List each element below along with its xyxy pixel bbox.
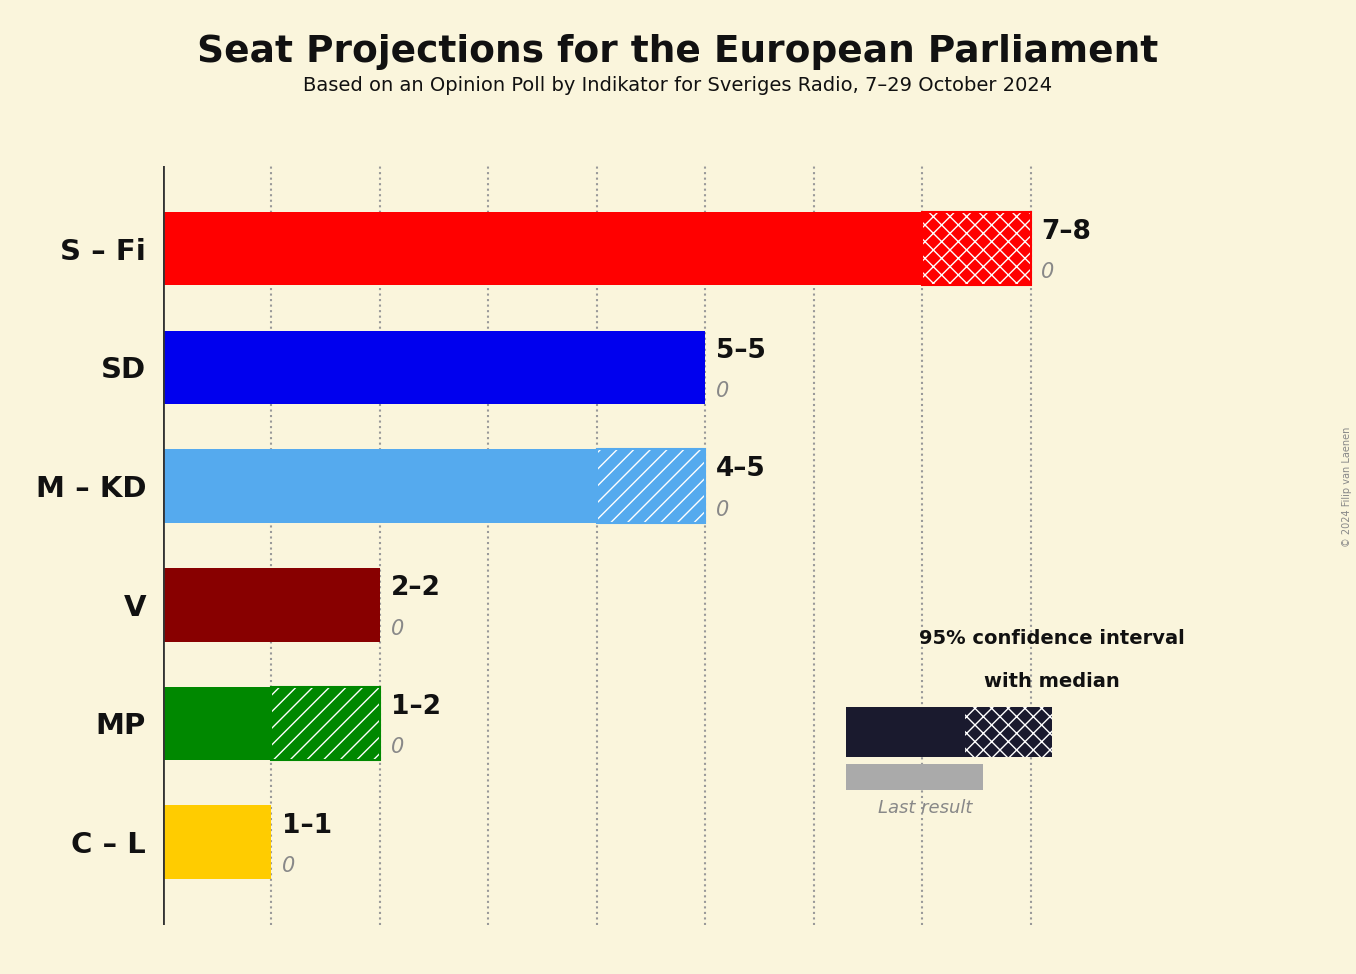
Bar [163,805,271,879]
Text: 0: 0 [391,618,404,639]
Text: 0: 0 [282,856,296,876]
Bar [922,212,1031,285]
Text: 0: 0 [716,381,730,401]
Text: 5–5: 5–5 [716,338,766,363]
Text: 2–2: 2–2 [391,576,441,601]
Bar [597,449,705,523]
Bar [597,449,705,523]
Text: 7–8: 7–8 [1041,219,1092,245]
Text: Last result: Last result [879,800,972,817]
Bar [271,687,380,761]
Bar [922,212,1031,285]
Text: © 2024 Filip van Laenen: © 2024 Filip van Laenen [1341,427,1352,547]
Bar [163,449,597,523]
Bar [965,707,1052,757]
Bar [271,687,380,761]
Text: 95% confidence interval: 95% confidence interval [919,628,1185,648]
Bar [846,764,983,790]
Bar [163,212,922,285]
Text: 0: 0 [391,737,404,757]
Bar [846,707,965,757]
Bar [271,687,380,761]
Text: with median: with median [984,672,1120,692]
Text: Based on an Opinion Poll by Indikator for Sveriges Radio, 7–29 October 2024: Based on an Opinion Poll by Indikator fo… [304,76,1052,95]
Text: 1–1: 1–1 [282,812,332,839]
Bar [163,330,705,404]
Bar [163,687,271,761]
Bar [597,449,705,523]
Text: 4–5: 4–5 [716,457,766,482]
Text: 0: 0 [716,500,730,520]
Text: Seat Projections for the European Parliament: Seat Projections for the European Parlia… [198,34,1158,70]
Bar [163,568,380,642]
Text: 1–2: 1–2 [391,693,441,720]
Text: 0: 0 [1041,262,1055,282]
Bar [922,212,1031,285]
